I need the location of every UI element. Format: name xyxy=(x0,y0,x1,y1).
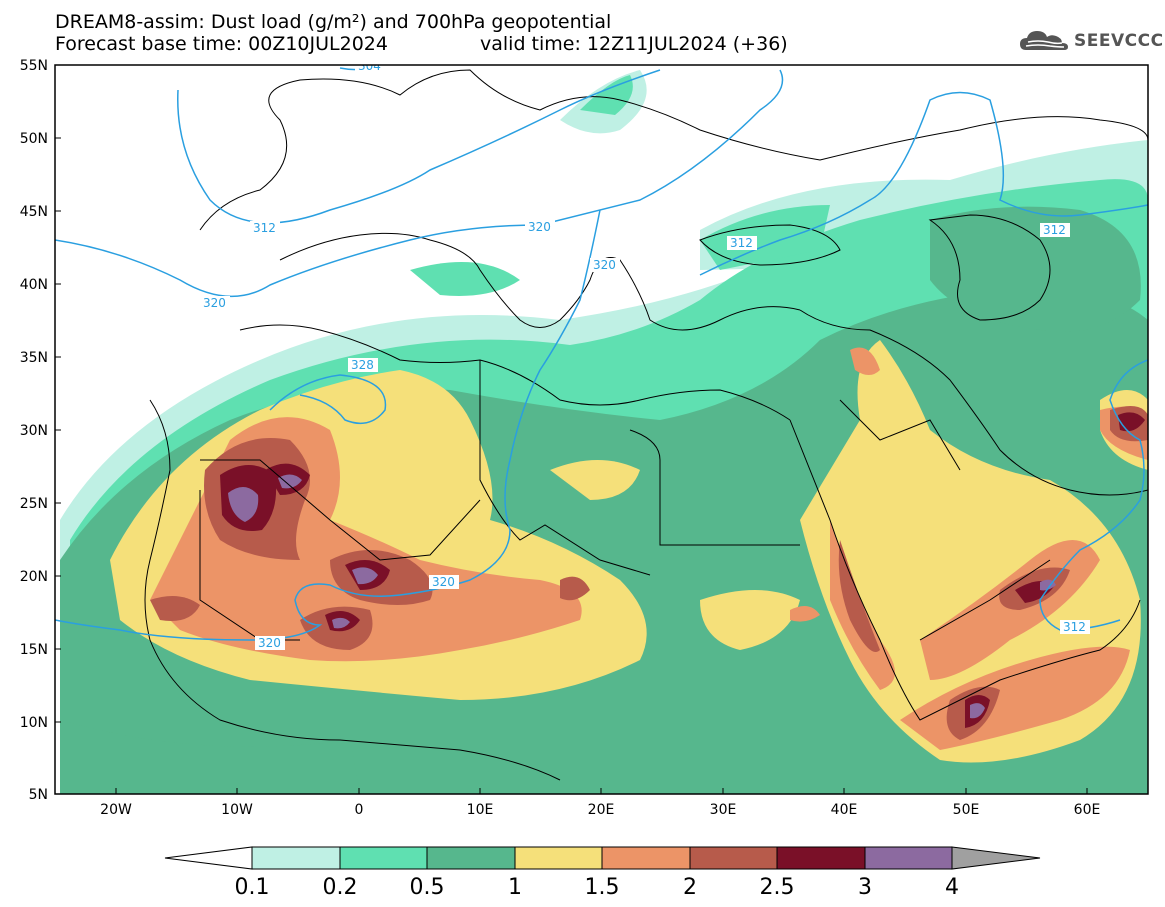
contour-label: 320 xyxy=(593,258,616,272)
colorbar-label: 0.5 xyxy=(410,875,445,900)
contour-label: 328 xyxy=(351,358,374,372)
coastlines xyxy=(144,69,1148,781)
lon-label: 0 xyxy=(355,802,364,818)
lon-label: 60E xyxy=(1074,802,1101,818)
valid-time: valid time: 12Z11JUL2024 (+36) xyxy=(480,33,788,55)
colorbar-label: 3 xyxy=(858,875,872,900)
geopotential-labels: 304 312 320 312 320 320 328 320 320 312 … xyxy=(200,59,1090,650)
geopotential-contours xyxy=(55,65,1148,641)
lon-label: 10E xyxy=(467,802,494,818)
colorbar-labels: 0.1 0.2 0.5 1 1.5 2 2.5 3 4 xyxy=(235,875,960,900)
colorbar-label: 4 xyxy=(945,875,959,900)
lat-label: 35N xyxy=(20,350,48,366)
lon-label: 50E xyxy=(953,802,980,818)
lon-label: 20W xyxy=(100,802,132,818)
contour-label: 312 xyxy=(730,236,753,250)
lat-label: 50N xyxy=(20,131,48,147)
colorbar-high-arrow xyxy=(951,846,1041,870)
dust-field: 304 312 320 312 320 320 328 320 320 312 … xyxy=(55,59,1148,794)
contour-label: 320 xyxy=(203,296,226,310)
contour-label: 320 xyxy=(432,575,455,589)
colorbar-label: 2 xyxy=(683,875,697,900)
forecast-base-time: Forecast base time: 00Z10JUL2024 xyxy=(55,33,388,55)
lat-label: 5N xyxy=(29,787,48,803)
contour-label: 312 xyxy=(253,221,276,235)
colorbar-swatch xyxy=(251,846,341,870)
logo-text: SEEVCCC xyxy=(1074,31,1164,51)
dust-level-3 xyxy=(228,474,1056,719)
contour-label: 312 xyxy=(1063,620,1086,634)
colorbar-swatch xyxy=(689,846,778,870)
contour-label: 304 xyxy=(358,59,381,73)
contour-label: 320 xyxy=(258,636,281,650)
seevccc-logo: SEEVCCC xyxy=(1018,28,1164,54)
lon-label: 20E xyxy=(588,802,615,818)
colorbar-swatch xyxy=(339,846,428,870)
map-title: DREAM8-assim: Dust load (g/m²) and 700hP… xyxy=(55,11,612,33)
lon-ticks xyxy=(115,788,1088,794)
colorbar-swatch xyxy=(776,846,866,870)
colorbar-label: 1.5 xyxy=(585,875,620,900)
colorbar-swatch xyxy=(426,846,516,870)
lat-ticks xyxy=(55,64,61,795)
lat-label: 40N xyxy=(20,277,48,293)
lat-label: 20N xyxy=(20,569,48,585)
colorbar-low-arrow xyxy=(164,846,253,870)
contour-label: 312 xyxy=(1043,223,1066,237)
contour-label: 320 xyxy=(528,220,551,234)
colorbar-swatch xyxy=(514,846,603,870)
lat-label: 45N xyxy=(20,204,48,220)
lat-label: 55N xyxy=(20,58,48,74)
colorbar-swatch xyxy=(601,846,691,870)
lon-label: 30E xyxy=(710,802,737,818)
lat-label: 15N xyxy=(20,642,48,658)
colorbar-label: 2.5 xyxy=(760,875,795,900)
colorbar-swatch xyxy=(864,846,953,870)
lon-labels: 20W 10W 0 10E 20E 30E 40E 50E 60E xyxy=(100,802,1100,818)
colorbar xyxy=(164,846,1041,870)
lat-label: 25N xyxy=(20,496,48,512)
cloud-icon xyxy=(1020,31,1068,50)
colorbar-label: 0.2 xyxy=(323,875,358,900)
lat-label: 30N xyxy=(20,423,48,439)
lat-labels: 55N 50N 45N 40N 35N 30N 25N 20N 15N 10N … xyxy=(20,58,48,803)
colorbar-label: 1 xyxy=(508,875,522,900)
lon-label: 40E xyxy=(831,802,858,818)
lon-label: 10W xyxy=(221,802,253,818)
lat-label: 10N xyxy=(20,715,48,731)
colorbar-label: 0.1 xyxy=(235,875,270,900)
